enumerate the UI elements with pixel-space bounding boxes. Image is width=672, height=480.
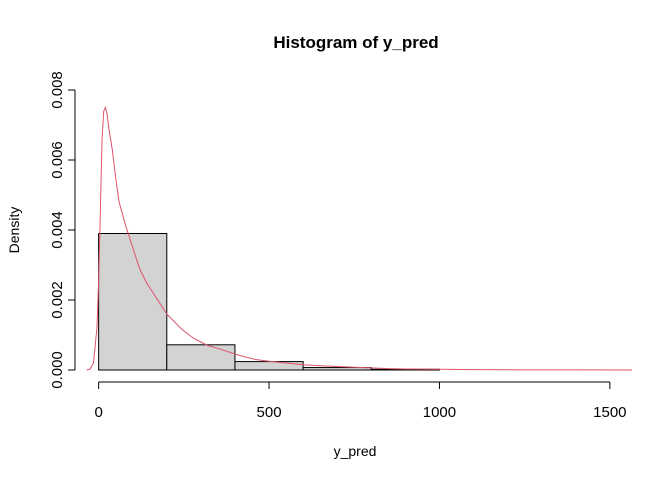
histogram-bar-2 xyxy=(166,344,236,371)
histogram-bar-4 xyxy=(302,367,372,371)
x-axis-label: y_pred xyxy=(334,443,377,459)
y-axis-label: Density xyxy=(6,207,22,254)
y-axis: 0.000 0.002 0.004 0.006 0.008 xyxy=(49,71,76,389)
y-tick-label: 0.006 xyxy=(49,141,66,179)
x-tick-label: 1000 xyxy=(423,404,456,421)
x-tick-label: 500 xyxy=(257,404,282,421)
histogram-bar-3 xyxy=(234,361,304,371)
chart-title: Histogram of y_pred xyxy=(273,33,438,52)
y-tick-label: 0.002 xyxy=(49,281,66,319)
x-tick-label: 0 xyxy=(94,404,102,421)
x-axis: 0 500 1000 1500 xyxy=(94,381,627,421)
y-tick-label: 0.004 xyxy=(49,211,66,249)
histogram-bar-1 xyxy=(98,233,168,371)
y-tick-label: 0.008 xyxy=(49,71,66,109)
histogram-bars xyxy=(98,233,440,371)
y-tick-label: 0.000 xyxy=(49,351,66,389)
density-curve xyxy=(86,106,633,371)
density-curve-layer xyxy=(86,106,633,371)
x-tick-label: 1500 xyxy=(593,404,626,421)
